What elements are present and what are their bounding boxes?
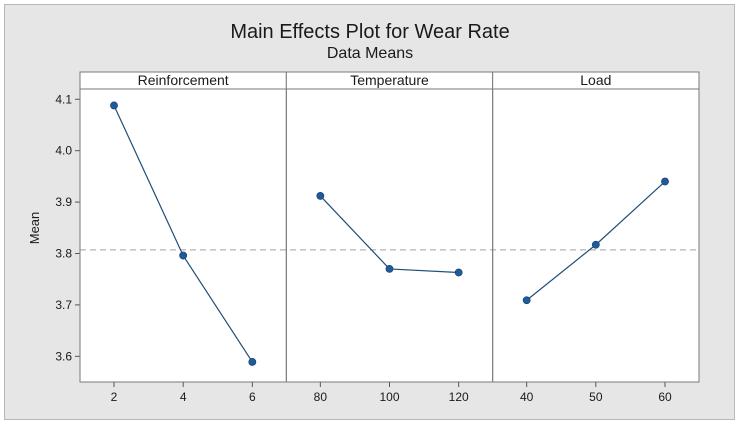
panel-label: Reinforcement xyxy=(138,72,229,88)
data-point xyxy=(591,240,600,249)
panel-label: Temperature xyxy=(350,72,429,88)
data-point xyxy=(385,265,394,273)
x-tick-label: 100 xyxy=(379,390,399,404)
y-tick-label: 3.9 xyxy=(55,195,72,209)
x-tick-label: 50 xyxy=(589,390,603,404)
x-tick-label: 80 xyxy=(314,390,328,404)
data-point xyxy=(179,251,188,260)
data-point xyxy=(248,358,257,366)
chart-title: Main Effects Plot for Wear Rate xyxy=(230,21,509,43)
y-tick-label: 3.6 xyxy=(55,349,72,363)
plot-area: 3.6 3.7 3.8 3.9 4.0 4.1 Reinforcement 2 4 6 Temper… xyxy=(55,71,700,404)
plot-background xyxy=(80,72,699,382)
x-tick-label: 60 xyxy=(658,390,672,404)
panel-label: Load xyxy=(580,72,611,88)
x-tick-label: 40 xyxy=(520,390,534,404)
x-tick-label: 4 xyxy=(180,390,187,404)
x-tick-label: 6 xyxy=(249,390,256,404)
y-tick-label: 4.1 xyxy=(55,92,72,106)
data-point xyxy=(661,177,669,186)
y-tick-label: 4.0 xyxy=(55,144,72,158)
y-tick-label: 3.7 xyxy=(55,298,72,312)
data-point xyxy=(522,296,531,305)
data-point xyxy=(454,268,463,277)
y-axis-title: Mean xyxy=(27,212,42,245)
data-point xyxy=(316,192,325,200)
chart-subtitle: Data Means xyxy=(327,45,413,62)
y-tick-label: 3.8 xyxy=(55,246,72,260)
x-tick-label: 2 xyxy=(111,390,118,404)
data-point xyxy=(110,101,118,110)
x-tick-label: 120 xyxy=(449,390,469,404)
